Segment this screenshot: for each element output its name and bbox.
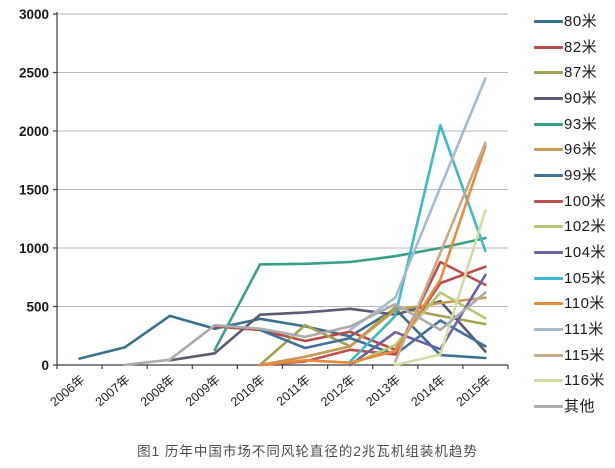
- legend-label: 其他: [564, 397, 596, 415]
- series-line-8: [348, 291, 487, 367]
- series-line-13: [394, 141, 487, 363]
- legend-item-0: 80米: [534, 13, 614, 30]
- legend-item-8: 102米: [534, 218, 614, 235]
- legend-label: 90米: [564, 89, 598, 107]
- legend-item-13: 115米: [534, 347, 614, 364]
- legend-label: 115米: [564, 346, 605, 364]
- series-line-11: [258, 144, 487, 367]
- legend-swatch-icon: [534, 45, 563, 49]
- legend-label: 82米: [564, 38, 598, 56]
- legend-label: 110米: [564, 295, 605, 313]
- legend-label: 111米: [564, 320, 604, 338]
- y-tick-label: 2500: [19, 66, 49, 81]
- series-line-0: [78, 307, 487, 360]
- legend-label: 93米: [564, 115, 598, 133]
- x-tick-label: 2009年: [183, 373, 223, 410]
- y-tick-label: 2000: [19, 124, 49, 139]
- legend-swatch-icon: [534, 96, 563, 100]
- legend-swatch-icon: [534, 148, 563, 152]
- y-tick-label: 1000: [19, 241, 49, 256]
- y-tick-label: 1500: [19, 183, 49, 198]
- legend-item-6: 99米: [534, 167, 614, 184]
- legend-swatch-icon: [534, 225, 563, 229]
- legend-swatch-icon: [534, 353, 563, 357]
- legend-label: 80米: [564, 13, 598, 30]
- chart-legend: 80米 82米 87米 90米 93米 96米 99米 100米 102米 104米 105米 110…: [534, 13, 614, 415]
- legend-swatch-icon: [534, 327, 563, 331]
- series-line-12: [348, 77, 487, 332]
- series-line-5: [258, 296, 487, 367]
- x-tick-label: 2013年: [363, 373, 403, 410]
- series-line-10: [348, 123, 487, 363]
- legend-item-9: 104米: [534, 244, 614, 261]
- legend-item-12: 111米: [534, 321, 614, 338]
- y-tick-label: 500: [26, 300, 49, 315]
- x-tick-label: 2006年: [48, 373, 88, 410]
- legend-swatch-icon: [534, 20, 563, 23]
- legend-item-14: 116米: [534, 372, 614, 389]
- legend-label: 87米: [564, 64, 598, 82]
- legend-swatch-icon: [534, 379, 563, 383]
- figure-caption: 图1 历年中国市场不同风轮直径的2兆瓦机组装机趋势: [137, 444, 478, 459]
- legend-swatch-icon: [534, 199, 563, 203]
- legend-item-3: 90米: [534, 90, 614, 107]
- x-tick-label: 2007年: [93, 373, 133, 410]
- legend-swatch-icon: [534, 122, 563, 126]
- legend-item-7: 100米: [534, 193, 614, 210]
- series-line-15: [123, 291, 487, 367]
- x-tick-label: 2014年: [408, 373, 448, 410]
- legend-label: 96米: [564, 141, 598, 159]
- legend-label: 105米: [564, 269, 607, 287]
- x-tick-label: 2008年: [138, 373, 178, 410]
- legend-swatch-icon: [534, 71, 563, 75]
- x-tick-label: 2015年: [453, 373, 493, 410]
- legend-item-2: 87米: [534, 64, 614, 81]
- legend-label: 104米: [564, 243, 607, 261]
- x-tick-label: 2011年: [274, 373, 313, 409]
- legend-item-10: 105米: [534, 270, 614, 287]
- y-tick-label: 3000: [19, 7, 49, 22]
- legend-item-15: 其他: [534, 398, 614, 415]
- legend-swatch-icon: [534, 250, 563, 254]
- legend-swatch-icon: [534, 404, 563, 408]
- legend-label: 116米: [564, 372, 605, 390]
- legend-label: 102米: [564, 218, 607, 236]
- series-line-14: [394, 209, 487, 367]
- legend-swatch-icon: [534, 302, 563, 306]
- x-tick-label: 2010年: [228, 373, 268, 410]
- legend-item-11: 110米: [534, 295, 614, 312]
- legend-item-4: 93米: [534, 116, 614, 133]
- legend-label: 100米: [564, 192, 607, 210]
- x-tick-label: 2012年: [318, 373, 358, 410]
- legend-swatch-icon: [534, 173, 563, 177]
- legend-swatch-icon: [534, 276, 563, 280]
- y-tick-label: 0: [41, 358, 49, 373]
- legend-label: 99米: [564, 166, 598, 184]
- series-line-4: [213, 236, 487, 352]
- legend-item-5: 96米: [534, 141, 614, 158]
- legend-item-1: 82米: [534, 39, 614, 56]
